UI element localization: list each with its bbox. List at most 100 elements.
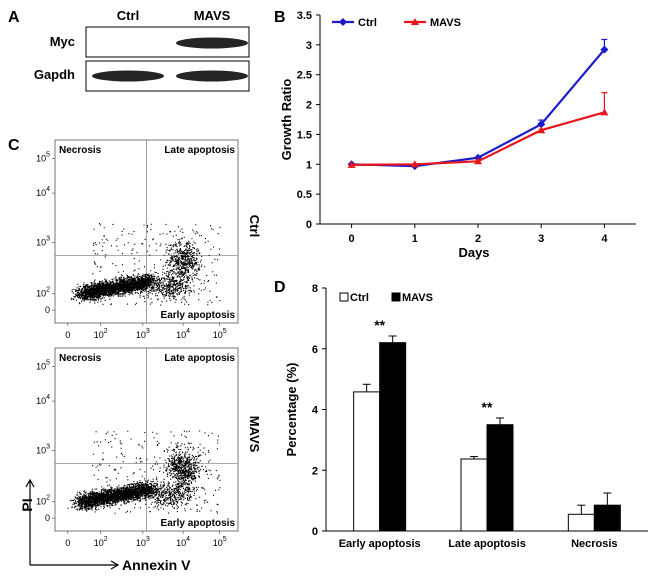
bar-chart-y-tick-label: 4 xyxy=(312,405,319,417)
bar-category-label: Necrosis xyxy=(571,538,617,550)
bar xyxy=(353,391,381,532)
line-chart-x-tick-label: 3 xyxy=(538,233,544,245)
flow-event-dots xyxy=(70,223,221,306)
flow-plot: Necrosis Late apoptosis Early apoptosis Ctr… xyxy=(36,139,262,340)
flow-x-tick-label: 103 xyxy=(136,536,150,548)
bar-category-label: Early apoptosis xyxy=(339,538,421,550)
legend-marker xyxy=(339,18,347,26)
bar-chart-y-axis-label: Percentage (%) xyxy=(284,363,299,457)
line-point-marker xyxy=(347,160,356,168)
flow-y-tick-label: 104 xyxy=(36,394,50,406)
flow-x-tick-label: 104 xyxy=(176,536,190,548)
quadrant-label-early-apoptosis: Early apoptosis xyxy=(161,518,236,529)
line-chart-y-tick-label: 3.5 xyxy=(297,10,312,22)
legend-marker xyxy=(411,18,419,25)
flow-x-tick-label: 0 xyxy=(65,330,70,340)
significance-annotation: ** xyxy=(482,399,493,415)
line-chart-y-axis-label: Growth Ratio xyxy=(279,79,294,161)
flow-y-tick-label: 0 xyxy=(45,513,50,523)
flow-y-tick-label: 102 xyxy=(36,287,50,299)
quadrant-label-late-apoptosis: Late apoptosis xyxy=(164,353,235,364)
annexin-axis-arrowhead xyxy=(110,560,120,570)
significance-annotation: ** xyxy=(374,317,385,333)
flow-y-tick-label: 105 xyxy=(36,359,50,371)
flow-x-tick-label: 104 xyxy=(176,328,190,340)
bar-chart-y-tick-label: 2 xyxy=(312,465,318,477)
quadrant-label-early-apoptosis: Early apoptosis xyxy=(161,310,236,321)
lane-label-mavs: MAVS xyxy=(194,8,231,23)
line-point-marker xyxy=(537,120,546,129)
flow-y-tick-label: 102 xyxy=(36,495,50,507)
line-point-marker xyxy=(600,108,609,116)
line-point-marker xyxy=(537,126,546,134)
flow-x-tick-label: 105 xyxy=(213,536,227,548)
line-chart-x-tick-label: 4 xyxy=(601,233,608,245)
apoptosis-bar-chart: 0 2 4 6 8 Percentage (%) Early apoptosis ** Late… xyxy=(284,283,648,550)
flow-y-tick-label: 105 xyxy=(36,151,50,163)
legend-label: MAVS xyxy=(430,17,461,29)
line-chart-y-tick-label: 0.5 xyxy=(297,189,312,201)
flow-event-dots xyxy=(67,430,221,514)
line-chart-x-tick-label: 1 xyxy=(412,233,418,245)
pi-axis-label: PI xyxy=(19,498,35,511)
panel-label-d: D xyxy=(274,279,286,296)
bar xyxy=(486,424,514,532)
line-series-path xyxy=(351,48,606,168)
panel-label-c: C xyxy=(8,137,20,154)
blot-band xyxy=(92,70,164,82)
line-chart-y-tick-label: 0 xyxy=(306,219,312,231)
line-chart-x-tick-label: 0 xyxy=(349,233,355,245)
blot-band xyxy=(176,70,248,82)
bar-category-label: Late apoptosis xyxy=(448,538,526,550)
blot-row-label-myc: Myc xyxy=(50,34,75,49)
flow-cytometry-plots: Necrosis Late apoptosis Early apoptosis Ctr… xyxy=(36,139,262,548)
blot-band xyxy=(176,37,248,49)
line-series xyxy=(347,92,609,168)
legend-label: MAVS xyxy=(402,292,433,304)
line-chart-x-tick-label: 2 xyxy=(475,233,481,245)
line-chart-y-tick-label: 1 xyxy=(306,159,312,171)
lane-label-ctrl: Ctrl xyxy=(117,8,139,23)
western-blot: Ctrl MAVS Myc Gapdh xyxy=(34,8,250,92)
blot-row-label-gapdh: Gapdh xyxy=(34,67,75,82)
legend-label: Ctrl xyxy=(350,292,369,304)
line-series xyxy=(347,38,609,171)
bar-chart-y-tick-label: 6 xyxy=(312,344,318,356)
flow-event-dot-path xyxy=(67,430,221,514)
pi-axis-arrowhead xyxy=(25,478,35,488)
flow-x-tick-label: 0 xyxy=(65,538,70,548)
bar xyxy=(460,458,488,532)
bar-chart-y-tick-label: 0 xyxy=(312,526,318,538)
flow-x-tick-label: 102 xyxy=(94,536,108,548)
flow-y-tick-label: 103 xyxy=(36,443,50,455)
line-chart-y-tick-label: 3 xyxy=(306,40,312,52)
flow-x-tick-label: 105 xyxy=(213,328,227,340)
panel-label-b: B xyxy=(274,9,286,26)
quadrant-label-late-apoptosis: Late apoptosis xyxy=(164,145,235,156)
bar-chart-legend: Ctrl MAVS xyxy=(339,292,433,304)
flow-condition-label: Ctrl xyxy=(247,215,262,237)
flow-y-tick-label: 104 xyxy=(36,186,50,198)
bar-chart-y-tick-label: 8 xyxy=(312,283,318,295)
line-point-marker xyxy=(474,157,482,165)
line-chart-y-tick-label: 2.5 xyxy=(297,70,312,82)
flow-event-dot-path xyxy=(70,223,221,306)
legend-swatch xyxy=(391,292,401,302)
quadrant-label-necrosis: Necrosis xyxy=(59,353,102,364)
flow-y-tick-label: 0 xyxy=(45,305,50,315)
panel-label-a: A xyxy=(8,9,20,26)
bar xyxy=(593,504,621,532)
line-chart-y-tick-label: 2 xyxy=(306,100,312,112)
bar xyxy=(379,342,407,532)
flow-plot: Necrosis Late apoptosis Early apoptosis MAV… xyxy=(36,347,262,548)
flow-x-tick-label: 102 xyxy=(94,328,108,340)
flow-axis-arrows: PI Annexin V xyxy=(19,478,191,573)
annexin-axis-label: Annexin V xyxy=(122,557,191,573)
growth-line-chart: 0 0.5 1 1.5 2 2.5 3 3.5 0 1 2 3 4 Days Growth Ratio Ctr… xyxy=(279,10,636,260)
quadrant-label-necrosis: Necrosis xyxy=(59,145,102,156)
line-chart-y-tick-label: 1.5 xyxy=(297,129,312,141)
line-chart-legend: Ctrl MAVS xyxy=(332,17,461,29)
flow-condition-label: MAVS xyxy=(247,416,262,453)
line-chart-x-axis-label: Days xyxy=(458,245,489,260)
